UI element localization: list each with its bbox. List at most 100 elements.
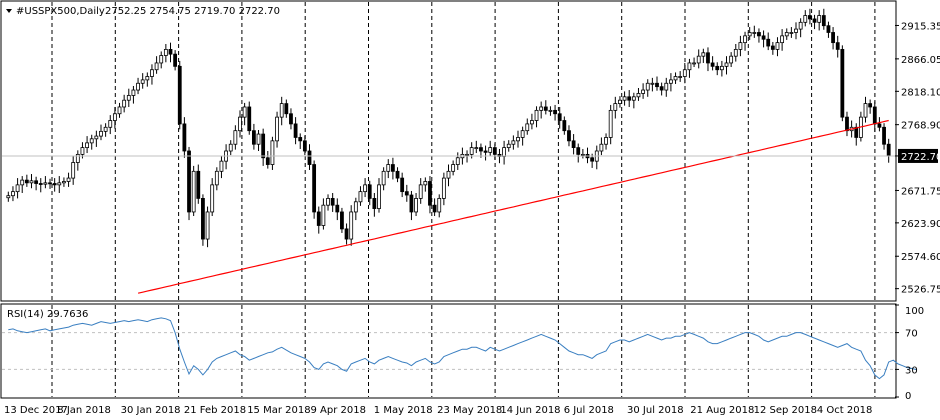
candles-series	[6, 8, 891, 248]
x-tick-label: 8 Jan 2018	[57, 405, 111, 416]
candle-body	[701, 52, 706, 57]
candle-body	[831, 32, 835, 44]
candle-body	[886, 143, 891, 157]
candle-body	[502, 147, 507, 157]
candle-body	[743, 35, 747, 44]
moving-average-series	[137, 119, 889, 294]
candle-body	[210, 184, 215, 213]
candle-body	[62, 181, 66, 184]
y-tick-label: 2866.05	[901, 55, 940, 66]
candle-body	[812, 18, 817, 23]
candle-body	[131, 89, 136, 96]
candle-body	[117, 106, 122, 115]
candle-body	[877, 123, 882, 128]
candle-body	[808, 15, 812, 20]
candle-body	[386, 164, 391, 172]
candle-body	[112, 113, 117, 121]
candle-body	[29, 180, 34, 184]
candle-body	[659, 86, 664, 91]
dropdown-triangle-icon[interactable]	[6, 9, 12, 13]
x-tick-label: 9 Apr 2018	[311, 405, 366, 416]
y-tick-label: 2768.90	[901, 121, 940, 132]
candle-body	[798, 21, 803, 30]
candle-body	[182, 123, 187, 152]
candle-body	[872, 106, 877, 125]
candle-body	[775, 42, 780, 50]
y-tick-label: 2623.90	[901, 219, 940, 230]
candle-body	[506, 143, 511, 149]
candle-body	[126, 95, 131, 101]
candle-body	[645, 82, 650, 91]
candle-body	[265, 157, 270, 165]
candle-body	[414, 198, 418, 213]
x-tick-label: 30 Jul 2018	[627, 405, 684, 416]
candle-body	[752, 32, 757, 34]
candle-body	[312, 164, 317, 213]
candle-body	[729, 55, 734, 64]
candle-body	[80, 147, 85, 155]
candle-body	[696, 55, 701, 64]
rsi-panel	[0, 303, 897, 399]
rsi-series	[8, 317, 917, 380]
candle-body	[474, 147, 479, 150]
candle-body	[219, 160, 224, 172]
candle-body	[631, 96, 636, 101]
candle-body	[622, 96, 627, 101]
candle-body	[571, 140, 576, 149]
candle-body	[520, 130, 525, 138]
candle-body	[196, 170, 201, 199]
candle-body	[423, 181, 428, 186]
x-tick-label: 12 Sep 2018	[754, 405, 817, 416]
x-tick-label: 6 Jul 2018	[564, 405, 614, 416]
candle-body	[103, 126, 108, 132]
candle-body	[381, 170, 386, 186]
candle-body	[24, 179, 29, 184]
candle-body	[367, 184, 372, 199]
candle-body	[441, 177, 446, 199]
candle-body	[233, 130, 238, 145]
candle-body	[228, 143, 233, 152]
candle-body	[404, 191, 409, 196]
candle-body	[247, 106, 252, 132]
y-tick-label: 2526.75	[901, 285, 940, 296]
candle-body	[11, 191, 15, 197]
candle-body	[363, 184, 367, 193]
candle-body	[409, 194, 414, 213]
candle-body	[557, 113, 562, 121]
rsi-axis: 100 70 30 0	[895, 304, 924, 402]
candle-body	[608, 109, 613, 138]
candle-body	[289, 113, 293, 125]
candle-body	[108, 120, 113, 128]
candle-body	[553, 109, 557, 115]
candle-body	[882, 126, 886, 145]
candle-body	[687, 62, 692, 71]
candle-body	[817, 15, 822, 23]
candle-body	[94, 135, 99, 140]
candle-body	[766, 38, 771, 47]
candle-body	[437, 198, 442, 213]
candle-body	[706, 52, 710, 64]
candle-body	[770, 45, 775, 50]
candle-body	[15, 184, 20, 193]
x-tick-label: 4 Oct 2018	[817, 405, 872, 416]
candle-body	[302, 140, 307, 152]
candle-body	[678, 76, 683, 78]
candle-body	[562, 120, 567, 132]
candle-body	[418, 184, 423, 199]
candle-body	[641, 89, 646, 94]
candle-body	[826, 25, 831, 33]
candle-body	[307, 150, 312, 165]
candle-body	[187, 150, 191, 213]
candle-body	[451, 164, 456, 172]
candle-body	[757, 32, 761, 37]
candle-body	[636, 93, 641, 98]
current-price-label: 2722.70	[901, 152, 940, 163]
candle-body	[140, 79, 145, 84]
candle-body	[548, 109, 553, 112]
candle-body	[590, 157, 595, 162]
candle-body	[284, 103, 289, 115]
candle-body	[738, 42, 743, 50]
candle-body	[6, 195, 11, 199]
candle-body	[340, 211, 344, 230]
